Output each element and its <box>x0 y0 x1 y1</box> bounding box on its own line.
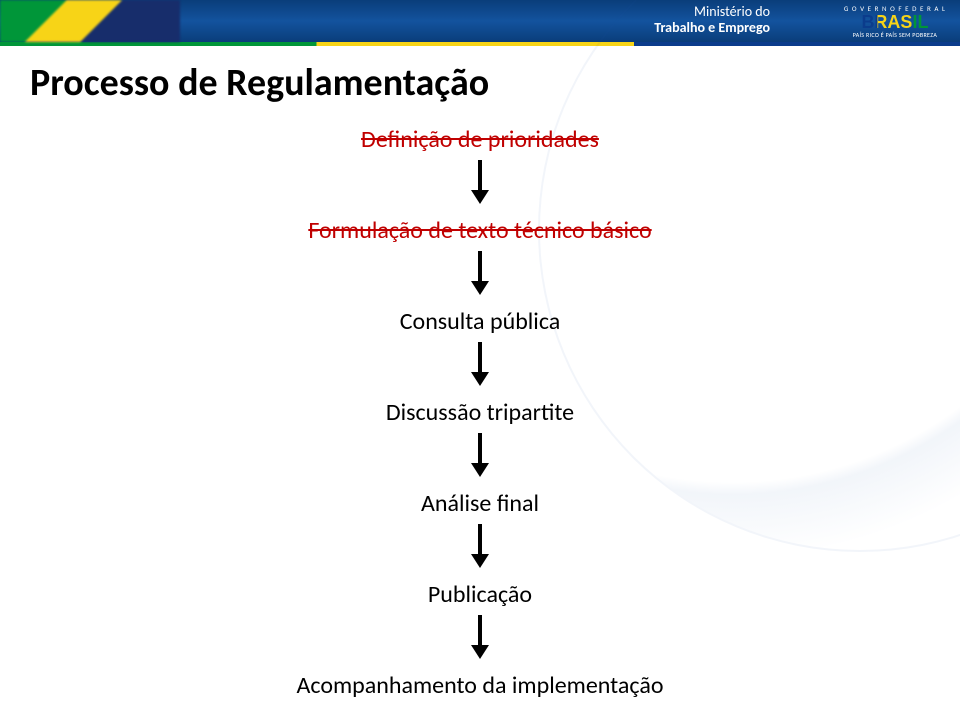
page-title: Processo de Regulamentação <box>30 60 489 106</box>
flow-step: Publicação <box>0 581 960 609</box>
arrow-down-icon <box>471 160 489 204</box>
flow-step: Discussão tripartite <box>0 399 960 427</box>
arrow-down-icon <box>471 342 489 386</box>
flow-step: Definição de prioridades <box>0 126 960 154</box>
flow-step: Análise final <box>0 490 960 518</box>
arrow-down-icon <box>471 524 489 568</box>
arrow-down-icon <box>471 615 489 659</box>
slide: Ministério do Trabalho e Emprego G O V E… <box>0 0 960 716</box>
flow-step: Formulação de texto técnico básico <box>0 217 960 245</box>
arrow-down-icon <box>471 433 489 477</box>
flow-step: Acompanhamento da implementação <box>0 672 960 700</box>
flow-step: Consulta pública <box>0 308 960 336</box>
flag-sash-icon <box>0 0 180 42</box>
arrow-down-icon <box>471 251 489 295</box>
process-flowchart: Definição de prioridades Formulação de t… <box>0 126 960 700</box>
